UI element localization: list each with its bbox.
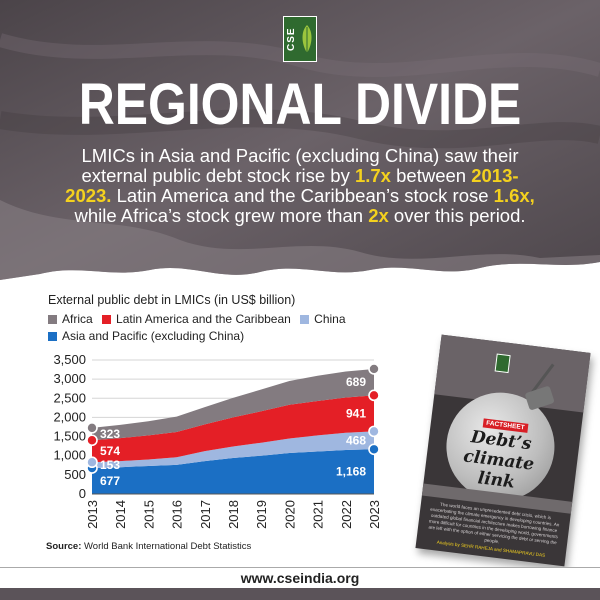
subtitle-text: over this period. bbox=[388, 205, 526, 226]
area-china bbox=[92, 431, 374, 469]
legend-item-asia-pacific: Asia and Pacific (excluding China) bbox=[48, 328, 244, 345]
factsheet-booklet: FACTSHEET Debt’s climate link The world … bbox=[415, 334, 591, 567]
y-tick-label: 2,000 bbox=[53, 409, 86, 424]
y-tick-label: 0 bbox=[79, 486, 86, 501]
page-title: REGIONAL DIVIDE bbox=[78, 72, 522, 137]
booklet-title: Debt’s climate link bbox=[445, 425, 552, 497]
x-tick-label: 2017 bbox=[198, 500, 213, 529]
data-label-start: 153 bbox=[100, 458, 120, 472]
subtitle-text: between bbox=[390, 165, 472, 186]
subtitle-text: Latin America and the Caribbean’s stock … bbox=[111, 185, 494, 206]
data-point-latin_america bbox=[86, 434, 98, 447]
data-label-start: 323 bbox=[100, 427, 120, 441]
x-tick-label: 2013 bbox=[85, 500, 100, 529]
legend-label-africa: Africa bbox=[62, 312, 93, 326]
data-label-end: 468 bbox=[346, 433, 366, 447]
area-chart: 0 500 1,000 1,500 2,000 2,500 3,000 3,500 2013 20… bbox=[53, 352, 382, 529]
header-background bbox=[0, 0, 600, 280]
data-point-latin_america bbox=[368, 389, 380, 402]
cse-logo: CSE bbox=[283, 16, 317, 62]
y-tick-label: 1,500 bbox=[53, 429, 86, 444]
legend-swatch-latin-america bbox=[102, 315, 112, 324]
legend-label-china: China bbox=[314, 312, 346, 326]
leaf-icon bbox=[302, 25, 312, 53]
data-label-end: 1,168 bbox=[336, 465, 366, 479]
data-point-china bbox=[86, 456, 98, 469]
legend-item-africa: Africa bbox=[48, 311, 93, 328]
page-subtitle: LMICs in Asia and Pacific (excluding Chi… bbox=[60, 146, 540, 226]
data-point-asia_pacific bbox=[368, 443, 380, 456]
legend-label-asia-pacific: Asia and Pacific (excluding China) bbox=[62, 329, 245, 343]
cse-logo-text: CSE bbox=[286, 27, 297, 51]
legend-label-latin-america: Latin America and the Caribbean bbox=[116, 312, 291, 326]
subtitle-highlight: 2x bbox=[368, 205, 389, 226]
data-point-china bbox=[368, 425, 380, 438]
x-tick-label: 2019 bbox=[254, 500, 269, 529]
y-tick-label: 1,000 bbox=[53, 448, 86, 463]
data-label-start: 677 bbox=[100, 474, 120, 488]
x-tick-label: 2020 bbox=[282, 500, 297, 529]
source-text: World Bank International Debt Statistics bbox=[84, 541, 252, 552]
data-label-end: 941 bbox=[346, 406, 366, 420]
x-tick-label: 2014 bbox=[113, 500, 128, 529]
x-tick-label: 2016 bbox=[170, 500, 185, 529]
area-latin_america bbox=[92, 395, 374, 463]
x-tick-label: 2021 bbox=[311, 500, 326, 529]
booklet-cse-logo bbox=[494, 353, 511, 374]
legend-swatch-china bbox=[300, 315, 310, 324]
subtitle-highlight: 2013-2023. bbox=[65, 165, 519, 206]
x-tick-label: 2023 bbox=[367, 500, 382, 529]
x-tick-label: 2022 bbox=[339, 500, 354, 529]
footer-bar bbox=[0, 588, 600, 600]
area-africa bbox=[92, 368, 374, 441]
chart-legend: Africa Latin America and the Caribbean C… bbox=[48, 311, 378, 345]
y-tick-label: 3,000 bbox=[53, 371, 86, 386]
legend-item-china: China bbox=[300, 311, 346, 328]
legend-swatch-africa bbox=[48, 315, 57, 324]
data-label-end: 689 bbox=[346, 375, 366, 389]
footer-url[interactable]: www.cseindia.org bbox=[0, 567, 600, 589]
subtitle-text: LMICs in Asia and Pacific (excluding Chi… bbox=[81, 145, 519, 186]
subtitle-highlight: 1.7x bbox=[354, 165, 391, 186]
y-tick-label: 500 bbox=[64, 467, 86, 482]
chart-title: External public debt in LMICs (in US$ bi… bbox=[48, 293, 296, 307]
chart-source: Source: World Bank International Debt St… bbox=[46, 541, 251, 552]
subtitle-highlight: 1.6x, bbox=[493, 185, 535, 206]
y-tick-label: 2,500 bbox=[53, 390, 86, 405]
data-point-africa bbox=[86, 422, 98, 434]
x-tick-label: 2018 bbox=[226, 500, 241, 529]
legend-swatch-asia-pacific bbox=[48, 332, 57, 341]
area-asia_pacific bbox=[92, 449, 374, 494]
subtitle-text: while Africa’s stock grew more than bbox=[74, 205, 369, 226]
y-tick-label: 3,500 bbox=[53, 352, 86, 367]
data-point-africa bbox=[368, 363, 380, 375]
x-tick-label: 2015 bbox=[141, 500, 156, 529]
legend-item-latin-america: Latin America and the Caribbean bbox=[102, 311, 291, 328]
source-label: Source: bbox=[46, 541, 82, 552]
data-label-start: 574 bbox=[100, 444, 120, 458]
